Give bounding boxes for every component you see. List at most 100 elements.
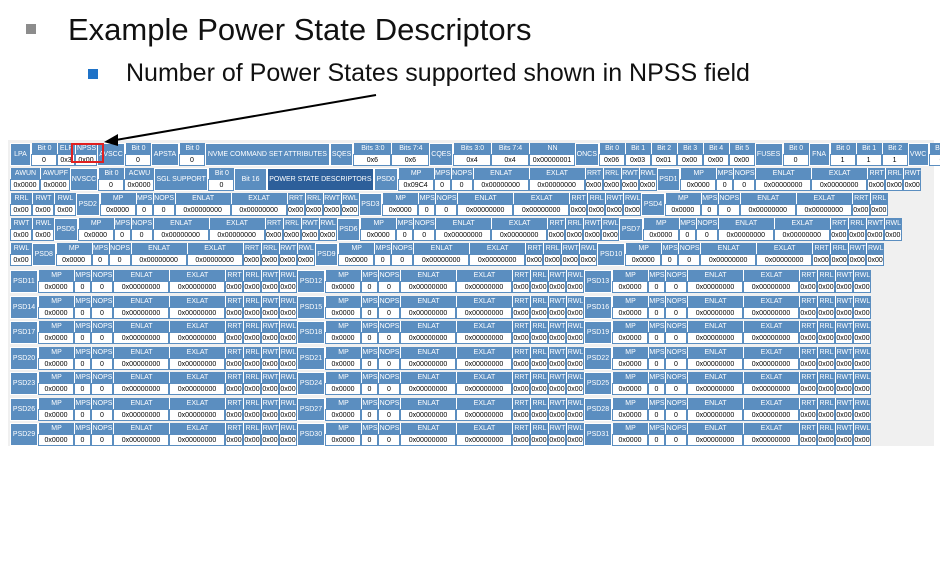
psd-field: MP 0x0000 (38, 296, 74, 319)
field-header: RRL (243, 270, 261, 281)
field-header: ENLAT (700, 243, 757, 254)
register-field: RWT 0x00 (32, 193, 54, 216)
field-header: ENLAT (739, 193, 796, 204)
field-value: 0x00 (225, 409, 243, 421)
field-header: EXLAT (169, 270, 225, 281)
field-header: NN (529, 143, 575, 154)
field-header: ENLAT (400, 398, 456, 409)
field-header: MPS (648, 321, 665, 332)
field-header: ENLAT (400, 296, 456, 307)
field-header: RRL (530, 270, 548, 281)
field-header: RWT (261, 398, 279, 409)
field-value: 0x00 (799, 358, 817, 370)
psd-field: RWL 0x00 (853, 372, 871, 395)
field-header: RRL (830, 243, 849, 254)
field-value: 0 (125, 154, 151, 166)
field-header: MP (612, 372, 648, 383)
psd-field: MPS 0 (648, 270, 665, 293)
field-value: 0x00 (817, 383, 835, 395)
field-value: 0x0000 (325, 358, 361, 370)
field-value: 0x6 (391, 154, 430, 166)
field-value: 0x00 (561, 254, 580, 266)
psd-field: MP 0x0000 (612, 423, 648, 446)
psd-field: EXLAT 0x00000000 (513, 193, 570, 216)
field-header: ENLAT (113, 398, 169, 409)
psd-field: RRL 0x00 (243, 398, 261, 421)
field-value: 0x0000 (325, 434, 361, 446)
field-header: EXLAT (743, 270, 799, 281)
register-label: NVME COMMAND SET ATTRIBUTES (205, 143, 330, 166)
field-header: MP (325, 296, 361, 307)
psd-field: RWT 0x00 (261, 296, 279, 319)
field-header: RRL (282, 218, 301, 229)
field-header: MPS (74, 347, 91, 358)
field-value: 0x00000000 (400, 358, 456, 370)
psd-field: NOPS 0 (665, 372, 687, 395)
field-value: 0x00 (548, 383, 566, 395)
field-value: 0x00 (847, 229, 866, 241)
field-header: RWL (279, 347, 297, 358)
field-value: 0x00 (866, 254, 885, 266)
field-value: 0x00 (512, 332, 530, 344)
psd-field: ENLAT 0x00000000 (755, 168, 812, 191)
field-value: 0x00 (225, 281, 243, 293)
psd-field: RWT 0x00 (261, 423, 279, 446)
psd-field: MPS 0 (361, 296, 378, 319)
field-value: 0x03 (624, 154, 651, 166)
field-value: 0x00 (547, 229, 566, 241)
field-value: 0x00000000 (457, 204, 514, 216)
register-field: AWUN 0x0000 (10, 168, 40, 191)
field-value: 0x00 (676, 154, 703, 166)
field-value: 0x00 (623, 204, 642, 216)
field-header: Bit 5 (728, 143, 755, 154)
field-value: 0x00 (566, 307, 584, 319)
psd-field: MPS 0 (361, 423, 378, 446)
field-value: 0 (361, 307, 378, 319)
register-label: PSD11 (10, 270, 38, 293)
field-header: NOPS (733, 168, 756, 179)
field-header: RWT (548, 372, 566, 383)
field-value: 0x00000000 (169, 307, 225, 319)
field-header: ENLAT (400, 321, 456, 332)
psd-field: ENLAT 0x00000000 (400, 347, 456, 370)
field-value: 0x00 (261, 307, 279, 319)
field-value: 0x01 (650, 154, 677, 166)
field-header: RRL (243, 423, 261, 434)
field-value: 0x00000000 (811, 179, 868, 191)
field-value: 0x00 (525, 254, 544, 266)
psd-field: RWT 0x00 (548, 347, 566, 370)
psd-field: MPS 0 (74, 423, 91, 446)
field-value: 1 (881, 154, 908, 166)
field-value: 0x00 (867, 179, 886, 191)
field-value: 0x00000000 (469, 254, 526, 266)
field-header: RRT (512, 423, 530, 434)
field-header: EXLAT (743, 347, 799, 358)
psd-field: MPS 0 (113, 218, 131, 241)
field-header: RRL (530, 398, 548, 409)
psd-field: EXLAT 0x00000000 (743, 347, 799, 370)
psd-field: MP 0x0000 (325, 296, 361, 319)
field-value: 0 (665, 383, 687, 395)
psd-field: NOPS 0 (91, 347, 113, 370)
field-value: 0x00 (569, 204, 588, 216)
field-value: 0x00 (264, 229, 283, 241)
field-header: MP (338, 243, 375, 254)
field-header: ACWU (124, 168, 154, 179)
field-value: 0 (374, 254, 392, 266)
field-value: 0 (98, 179, 124, 191)
field-header: RRL (10, 193, 32, 204)
field-value: 0x00 (799, 332, 817, 344)
psd-field: RRT 0x00 (512, 270, 530, 293)
field-header: RRL (817, 372, 835, 383)
field-header: RRT (225, 321, 243, 332)
field-value: 0x00 (261, 358, 279, 370)
register-label: APSTA (151, 143, 179, 166)
field-header: MP (38, 270, 74, 281)
psd-field: EXLAT 0x00000000 (169, 423, 225, 446)
field-value: 0x00000000 (756, 254, 813, 266)
psd-field: EXLAT 0x00000000 (456, 296, 512, 319)
register-row: PSD29 MP 0x0000 MPS 0 NOPS 0 ENLAT 0x00000000 EXL… (10, 423, 940, 446)
field-value: 0x00000000 (755, 179, 812, 191)
field-value: 0x00 (702, 154, 729, 166)
